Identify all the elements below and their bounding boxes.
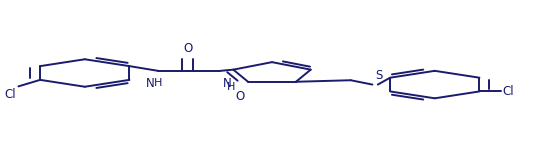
- Text: Cl: Cl: [4, 88, 16, 101]
- Text: Cl: Cl: [503, 85, 515, 98]
- Text: O: O: [236, 91, 245, 104]
- Text: H: H: [154, 78, 162, 88]
- Text: N: N: [223, 77, 232, 90]
- Text: S: S: [375, 69, 382, 82]
- Text: O: O: [183, 42, 193, 55]
- Text: N: N: [145, 77, 154, 90]
- Text: H: H: [227, 82, 236, 92]
